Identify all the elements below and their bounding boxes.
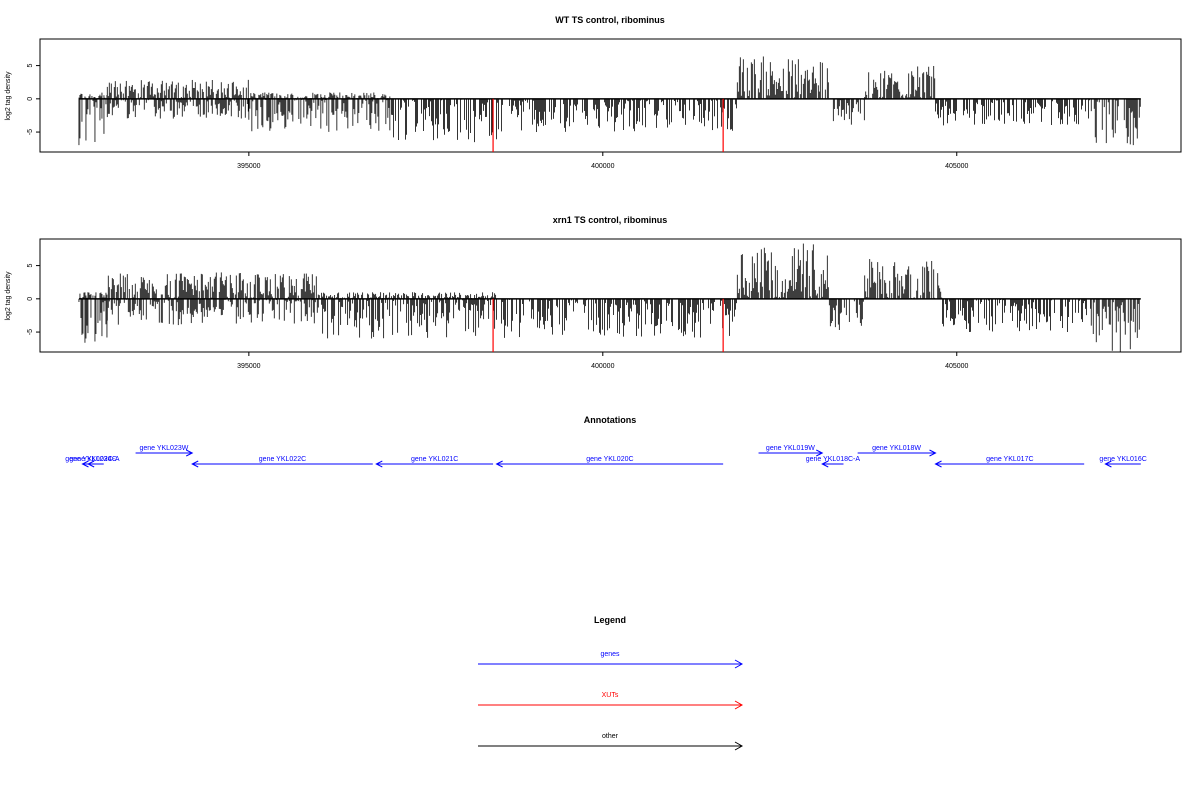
y-axis: -5 0 5 [27,264,40,335]
gene-label: gene YKL016C [1099,456,1146,463]
panel-title: WT TS control, ribominus [555,15,665,25]
x-tick-label: 400000 [591,363,614,370]
y-tick-label: -5 [27,329,34,335]
gene-label: gene YKL023W [139,445,188,452]
gene-label: gene YKL018W [872,445,921,452]
xut-marks [492,298,724,352]
arrow-head [495,460,503,468]
x-tick-label: 405000 [945,163,968,170]
gene-label: gene YKL021C [411,456,458,463]
arrow-head [929,449,937,457]
legend-arrow-head [734,659,744,669]
x-tick-label: 395000 [237,163,260,170]
gene-label: gene YKL018C-A [806,456,861,463]
legend-arrow-head [734,700,744,710]
gene-label: gene YKL020C [586,456,633,463]
arrow-head [81,460,89,468]
x-tick-label: 395000 [237,363,260,370]
arrow-head [1104,460,1112,468]
arrow-head [934,460,942,468]
arrow-head [375,460,383,468]
y-axis-label: log2 tag density [5,71,12,121]
y-tick-label: 0 [27,97,34,101]
gene-label: gene YKL024C [69,456,116,463]
legend-arrow-head [734,741,744,751]
legend-title: Legend [594,615,626,625]
arrow-head [816,449,824,457]
legend-label: other [602,733,619,740]
track-panel-wt: WT TS control, ribominus log2 tag densit… [5,15,1182,170]
plot-frame [39,238,1182,353]
data-bars [78,243,1141,352]
gene-label: gene YKL017C [986,456,1033,463]
y-axis: -5 0 5 [27,64,40,135]
track-panel-xrn1: xrn1 TS control, ribominus log2 tag dens… [5,215,1182,370]
data-bars [78,56,1141,146]
arrow-head [191,460,199,468]
x-axis: 395000 400000 405000 [237,352,969,370]
legend-label: genes [600,651,620,658]
arrow-head [87,460,95,468]
plot-frame [39,38,1182,153]
arrow-head [821,460,829,468]
gene-label: gene YKL022C [259,456,306,463]
legend-items: genes XUTs other [478,651,744,751]
y-tick-label: -5 [27,129,34,135]
y-tick-label: 5 [27,64,34,68]
xut-marks [492,98,724,152]
y-tick-label: 5 [27,264,34,268]
y-tick-label: 0 [27,297,34,301]
x-axis: 395000 400000 405000 [237,152,969,170]
x-tick-label: 405000 [945,363,968,370]
x-tick-label: 400000 [591,163,614,170]
legend-label: XUTs [602,692,619,699]
y-axis-label: log2 tag density [5,271,12,321]
annotations-title: Annotations [584,415,637,425]
gene-label: gene YKL023C-A [65,456,120,463]
gene-label: gene YKL019W [766,445,815,452]
legend-panel: Legend genes XUTs other [478,615,744,751]
panel-title: xrn1 TS control, ribominus [553,215,668,225]
arrow-head [185,449,194,457]
